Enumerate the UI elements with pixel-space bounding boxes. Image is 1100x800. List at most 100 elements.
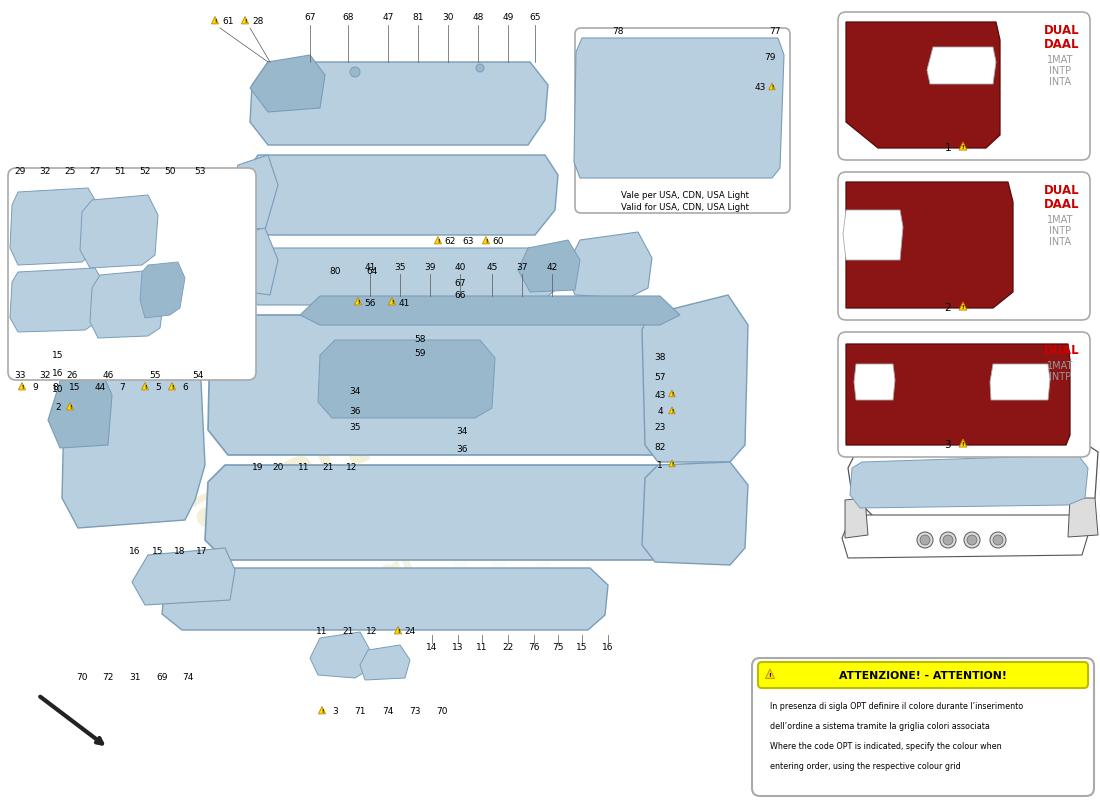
Text: 19: 19: [252, 463, 264, 473]
Text: 48: 48: [472, 14, 484, 22]
Text: !: !: [671, 410, 673, 414]
Text: 13: 13: [452, 643, 464, 653]
Text: 7: 7: [119, 383, 125, 393]
Text: Valid for USA, CDN, USA Light: Valid for USA, CDN, USA Light: [621, 202, 749, 211]
Polygon shape: [959, 302, 967, 310]
Text: 26: 26: [66, 370, 78, 379]
Text: !: !: [771, 86, 773, 90]
Polygon shape: [250, 55, 324, 112]
Polygon shape: [518, 240, 580, 292]
Text: 79: 79: [764, 54, 776, 62]
Text: 53: 53: [195, 167, 206, 177]
Text: 70: 70: [76, 674, 88, 682]
Text: 63: 63: [462, 238, 474, 246]
Text: 16: 16: [130, 547, 141, 557]
Text: 11: 11: [298, 463, 310, 473]
Text: 51: 51: [114, 167, 125, 177]
Circle shape: [967, 535, 977, 545]
Text: 27: 27: [89, 167, 101, 177]
Text: 12: 12: [346, 463, 358, 473]
Text: a part: a part: [183, 420, 377, 540]
Polygon shape: [854, 364, 895, 400]
Text: 80: 80: [329, 267, 341, 277]
Polygon shape: [843, 210, 903, 260]
Polygon shape: [574, 38, 784, 178]
Text: INTP: INTP: [1049, 372, 1071, 382]
Text: 20: 20: [273, 463, 284, 473]
Text: !: !: [437, 239, 439, 244]
Polygon shape: [80, 195, 158, 268]
Text: 5: 5: [155, 383, 161, 393]
Text: 1MAT: 1MAT: [1047, 361, 1074, 371]
Circle shape: [990, 532, 1006, 548]
Polygon shape: [846, 182, 1013, 308]
Polygon shape: [927, 47, 996, 84]
Text: 38: 38: [654, 354, 666, 362]
Text: 18: 18: [174, 547, 186, 557]
Polygon shape: [845, 498, 868, 538]
Text: 62: 62: [444, 238, 455, 246]
Text: 76: 76: [528, 643, 540, 653]
Text: !: !: [485, 239, 487, 244]
Polygon shape: [483, 237, 490, 244]
Text: !: !: [397, 630, 399, 634]
Text: 57: 57: [654, 374, 666, 382]
Text: 14: 14: [427, 643, 438, 653]
Polygon shape: [205, 465, 680, 560]
Text: 66: 66: [454, 291, 465, 301]
Text: ATTENZIONE! - ATTENTION!: ATTENZIONE! - ATTENTION!: [839, 671, 1007, 681]
Text: Ferrari: Ferrari: [258, 546, 422, 634]
Text: 41: 41: [364, 263, 376, 273]
Text: 55: 55: [150, 370, 161, 379]
Polygon shape: [959, 142, 967, 150]
Text: 44: 44: [95, 383, 106, 393]
Circle shape: [993, 535, 1003, 545]
Text: 16: 16: [53, 369, 64, 378]
Text: 73: 73: [409, 707, 420, 717]
Polygon shape: [19, 382, 25, 390]
FancyBboxPatch shape: [838, 332, 1090, 457]
Polygon shape: [842, 515, 1088, 558]
Text: 10: 10: [53, 386, 64, 394]
Text: 1: 1: [945, 143, 952, 153]
Text: !: !: [356, 300, 360, 306]
Polygon shape: [242, 155, 558, 235]
Text: 23: 23: [654, 423, 666, 433]
Text: 15: 15: [53, 350, 64, 359]
Polygon shape: [66, 402, 74, 410]
Text: DAAL: DAAL: [1044, 198, 1080, 210]
Polygon shape: [565, 232, 652, 298]
Polygon shape: [395, 626, 402, 634]
Text: 4: 4: [657, 407, 663, 417]
Text: 61: 61: [222, 18, 233, 26]
Text: !: !: [671, 462, 673, 467]
Circle shape: [350, 67, 360, 77]
Text: INTP: INTP: [1049, 66, 1071, 76]
Text: 29: 29: [14, 167, 25, 177]
Text: DUAL: DUAL: [1044, 343, 1080, 357]
Text: !: !: [671, 392, 673, 398]
Text: 39: 39: [425, 263, 436, 273]
Text: 43: 43: [755, 83, 766, 93]
Text: 50: 50: [164, 167, 176, 177]
Text: !: !: [961, 146, 965, 150]
Polygon shape: [250, 62, 548, 145]
FancyBboxPatch shape: [752, 658, 1094, 796]
Text: 43: 43: [654, 390, 666, 399]
Circle shape: [917, 532, 933, 548]
Circle shape: [943, 535, 953, 545]
Text: 36: 36: [456, 446, 468, 454]
Polygon shape: [846, 344, 1070, 445]
Polygon shape: [642, 295, 748, 462]
FancyBboxPatch shape: [838, 12, 1090, 160]
Text: DUAL: DUAL: [1044, 183, 1080, 197]
Polygon shape: [360, 645, 410, 680]
Text: 2: 2: [945, 303, 952, 313]
Text: 22: 22: [503, 643, 514, 653]
Circle shape: [964, 532, 980, 548]
Text: 11: 11: [476, 643, 487, 653]
Polygon shape: [848, 440, 1098, 552]
Text: INTP: INTP: [1049, 226, 1071, 236]
Polygon shape: [318, 340, 495, 418]
Text: 6: 6: [183, 383, 188, 393]
